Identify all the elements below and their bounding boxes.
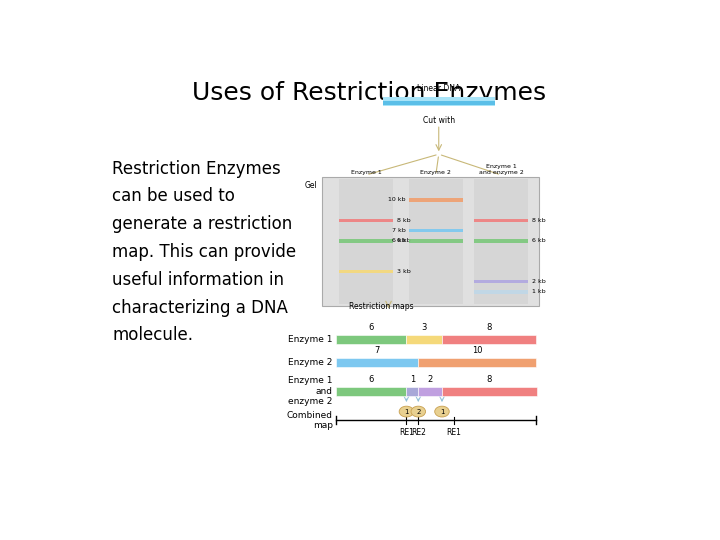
Text: 1: 1 xyxy=(404,409,409,415)
Text: Enzyme 1
and enzyme 2: Enzyme 1 and enzyme 2 xyxy=(479,164,523,175)
Text: 7: 7 xyxy=(374,346,379,355)
Bar xyxy=(339,179,393,304)
Bar xyxy=(474,239,528,242)
Text: 6: 6 xyxy=(369,323,374,332)
Bar xyxy=(418,357,536,367)
Text: Restriction maps: Restriction maps xyxy=(349,302,414,312)
Bar xyxy=(339,269,393,273)
Text: 1: 1 xyxy=(440,409,444,415)
Bar xyxy=(409,179,463,304)
Circle shape xyxy=(411,406,426,417)
Text: Uses of Restriction Enzymes: Uses of Restriction Enzymes xyxy=(192,82,546,105)
Text: Enzyme 1: Enzyme 1 xyxy=(351,170,382,175)
Bar xyxy=(442,387,536,396)
Bar xyxy=(383,102,495,105)
Text: Linear DNA: Linear DNA xyxy=(417,84,460,93)
Text: 8 kb: 8 kb xyxy=(531,218,545,223)
Bar xyxy=(474,219,528,222)
Circle shape xyxy=(399,406,414,417)
Bar xyxy=(406,387,418,396)
Text: Gel: Gel xyxy=(305,181,317,190)
Text: Enzyme 1
and
enzyme 2: Enzyme 1 and enzyme 2 xyxy=(288,376,333,406)
Bar xyxy=(474,280,528,284)
Text: 6 kb: 6 kb xyxy=(531,238,545,243)
Text: 6 kb: 6 kb xyxy=(397,238,410,243)
Text: 7 kb: 7 kb xyxy=(392,228,405,233)
Bar xyxy=(322,177,539,306)
Bar xyxy=(336,387,406,396)
Bar xyxy=(339,219,393,222)
Text: Cut with: Cut with xyxy=(423,117,455,125)
Bar xyxy=(474,290,528,294)
Text: Restriction Enzymes
can be used to
generate a restriction
map. This can provide
: Restriction Enzymes can be used to gener… xyxy=(112,159,297,345)
Bar xyxy=(418,387,442,396)
Text: 2: 2 xyxy=(416,409,420,415)
Text: 2: 2 xyxy=(428,375,433,384)
Bar xyxy=(474,179,528,304)
Text: Enzyme 2: Enzyme 2 xyxy=(288,357,333,367)
Text: 8: 8 xyxy=(487,323,492,332)
Bar xyxy=(339,239,393,242)
Bar xyxy=(336,335,406,344)
Bar xyxy=(409,198,463,201)
Text: 3: 3 xyxy=(421,323,427,332)
Text: Enzyme 2: Enzyme 2 xyxy=(420,170,451,175)
Text: 10: 10 xyxy=(472,346,482,355)
Text: Enzyme 1: Enzyme 1 xyxy=(288,335,333,344)
Bar xyxy=(406,335,442,344)
Bar xyxy=(336,357,418,367)
Text: 1: 1 xyxy=(410,375,415,384)
Bar xyxy=(409,239,463,242)
Text: RE1: RE1 xyxy=(399,428,414,437)
Text: 2 kb: 2 kb xyxy=(531,279,546,284)
Text: 1 kb: 1 kb xyxy=(531,289,545,294)
Circle shape xyxy=(435,406,449,417)
Text: RE1: RE1 xyxy=(446,428,461,437)
Text: RE2: RE2 xyxy=(411,428,426,437)
Bar xyxy=(442,335,536,344)
Text: 3 kb: 3 kb xyxy=(397,269,410,274)
Text: 8 kb: 8 kb xyxy=(397,218,410,223)
Bar xyxy=(383,97,495,106)
Bar xyxy=(409,229,463,232)
Text: 8: 8 xyxy=(487,375,492,384)
Text: 10 kb: 10 kb xyxy=(388,197,405,202)
Text: 6: 6 xyxy=(369,375,374,384)
Text: 6 kb: 6 kb xyxy=(392,238,405,243)
Text: Combined
map: Combined map xyxy=(287,410,333,430)
